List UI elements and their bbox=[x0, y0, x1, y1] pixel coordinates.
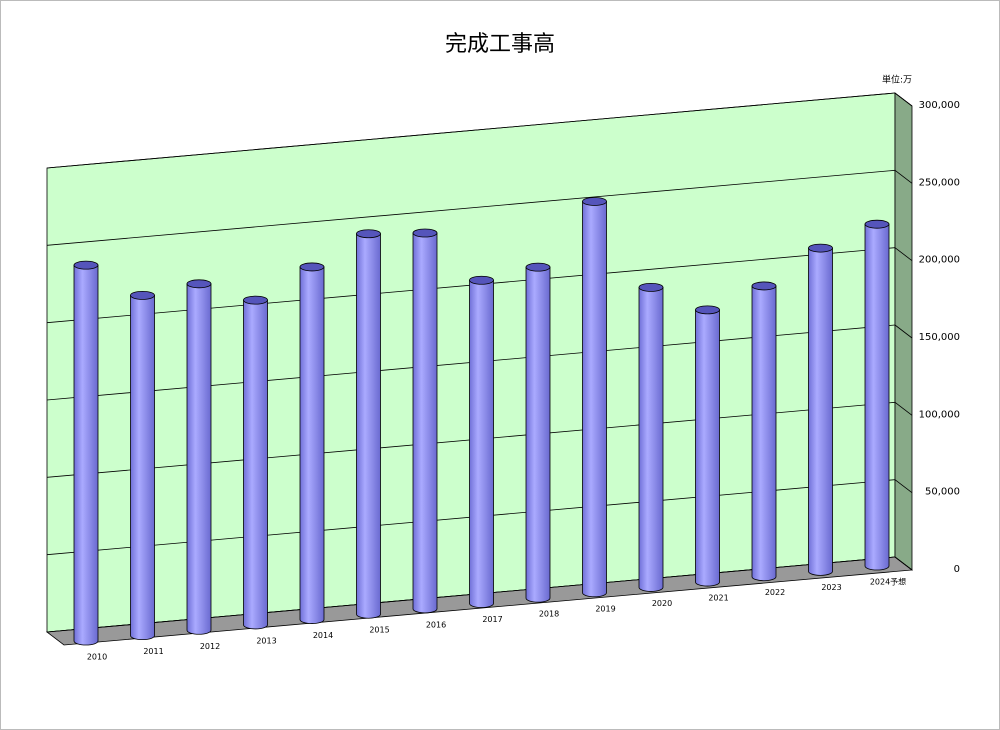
x-tick-label: 2015 bbox=[369, 626, 389, 635]
bar-top bbox=[243, 295, 268, 305]
x-tick-label: 2022 bbox=[765, 588, 785, 597]
bar-top bbox=[412, 228, 438, 238]
bar bbox=[638, 286, 664, 592]
bar-top bbox=[525, 262, 551, 272]
bar-group bbox=[638, 282, 664, 592]
bar bbox=[73, 264, 99, 646]
x-tick-label: 2023 bbox=[821, 583, 841, 592]
bar bbox=[186, 283, 212, 635]
grid-line bbox=[46, 169, 896, 246]
grid-line-side bbox=[894, 247, 913, 261]
x-tick-label: 2010 bbox=[87, 653, 107, 662]
bar bbox=[751, 285, 777, 582]
bar bbox=[695, 309, 720, 587]
bar-group bbox=[751, 281, 777, 582]
y-tick-label: 50,000 bbox=[925, 487, 960, 498]
bar bbox=[130, 294, 155, 641]
x-tick-label: 2019 bbox=[595, 604, 615, 613]
bar-top bbox=[582, 197, 607, 206]
y-tick-label: 250,000 bbox=[919, 177, 960, 188]
bar-group bbox=[695, 305, 720, 587]
bar-top bbox=[695, 305, 720, 315]
bar bbox=[525, 266, 551, 603]
bar-group bbox=[864, 219, 890, 571]
x-tick-label: 2016 bbox=[426, 620, 446, 629]
bar-group bbox=[186, 279, 212, 635]
y-tick-label: 0 bbox=[954, 564, 960, 575]
bar bbox=[243, 299, 268, 630]
x-tick-label: 2011 bbox=[143, 647, 163, 656]
grid-line-side bbox=[894, 479, 913, 493]
x-tick-label: 2013 bbox=[256, 636, 276, 645]
grid-line-side bbox=[894, 170, 913, 184]
grid-line-side bbox=[894, 402, 913, 416]
bar-group bbox=[525, 262, 551, 603]
x-tick-label: 2018 bbox=[539, 610, 559, 619]
grid-line-side bbox=[894, 556, 913, 571]
y-tick-label: 200,000 bbox=[919, 255, 960, 266]
bar-group bbox=[808, 243, 833, 576]
unit-label: 単位:万 bbox=[882, 74, 912, 86]
bar-group bbox=[130, 290, 155, 641]
bar-top bbox=[469, 275, 494, 285]
bar-group bbox=[73, 260, 99, 646]
bar-group bbox=[469, 275, 494, 608]
bar bbox=[299, 266, 325, 624]
bar-top bbox=[186, 279, 212, 289]
bar-top bbox=[638, 282, 664, 292]
bar bbox=[412, 232, 438, 614]
bar-group bbox=[243, 295, 268, 630]
bar-top bbox=[864, 219, 890, 229]
bar-group bbox=[299, 262, 325, 624]
bar bbox=[469, 279, 494, 608]
bar-top bbox=[299, 262, 325, 272]
grid-line-side bbox=[894, 324, 913, 339]
bar-group bbox=[356, 229, 381, 619]
bar bbox=[864, 223, 890, 571]
x-tick-label: 2020 bbox=[652, 599, 672, 608]
x-tick-label: 2021 bbox=[708, 594, 728, 603]
bar-top bbox=[73, 260, 99, 270]
bar-top bbox=[808, 243, 833, 253]
y-tick-label: 300,000 bbox=[919, 100, 960, 111]
bar-group bbox=[412, 228, 438, 614]
bar bbox=[808, 247, 833, 576]
bar-top bbox=[356, 229, 381, 239]
bar bbox=[582, 201, 607, 598]
grid-line bbox=[46, 92, 896, 169]
grid-line-side bbox=[894, 92, 913, 107]
x-tick-label: 2024予想 bbox=[870, 577, 906, 587]
bar bbox=[356, 233, 381, 619]
x-tick-label: 2017 bbox=[482, 615, 502, 624]
bar-top bbox=[751, 281, 777, 291]
bar-top bbox=[130, 290, 155, 300]
x-tick-label: 2014 bbox=[313, 631, 333, 640]
bar-group bbox=[582, 197, 607, 598]
y-tick-label: 150,000 bbox=[919, 332, 960, 343]
chart-title: 完成工事高 bbox=[445, 32, 555, 57]
y-tick-label: 100,000 bbox=[919, 409, 960, 420]
x-tick-label: 2012 bbox=[200, 642, 220, 651]
